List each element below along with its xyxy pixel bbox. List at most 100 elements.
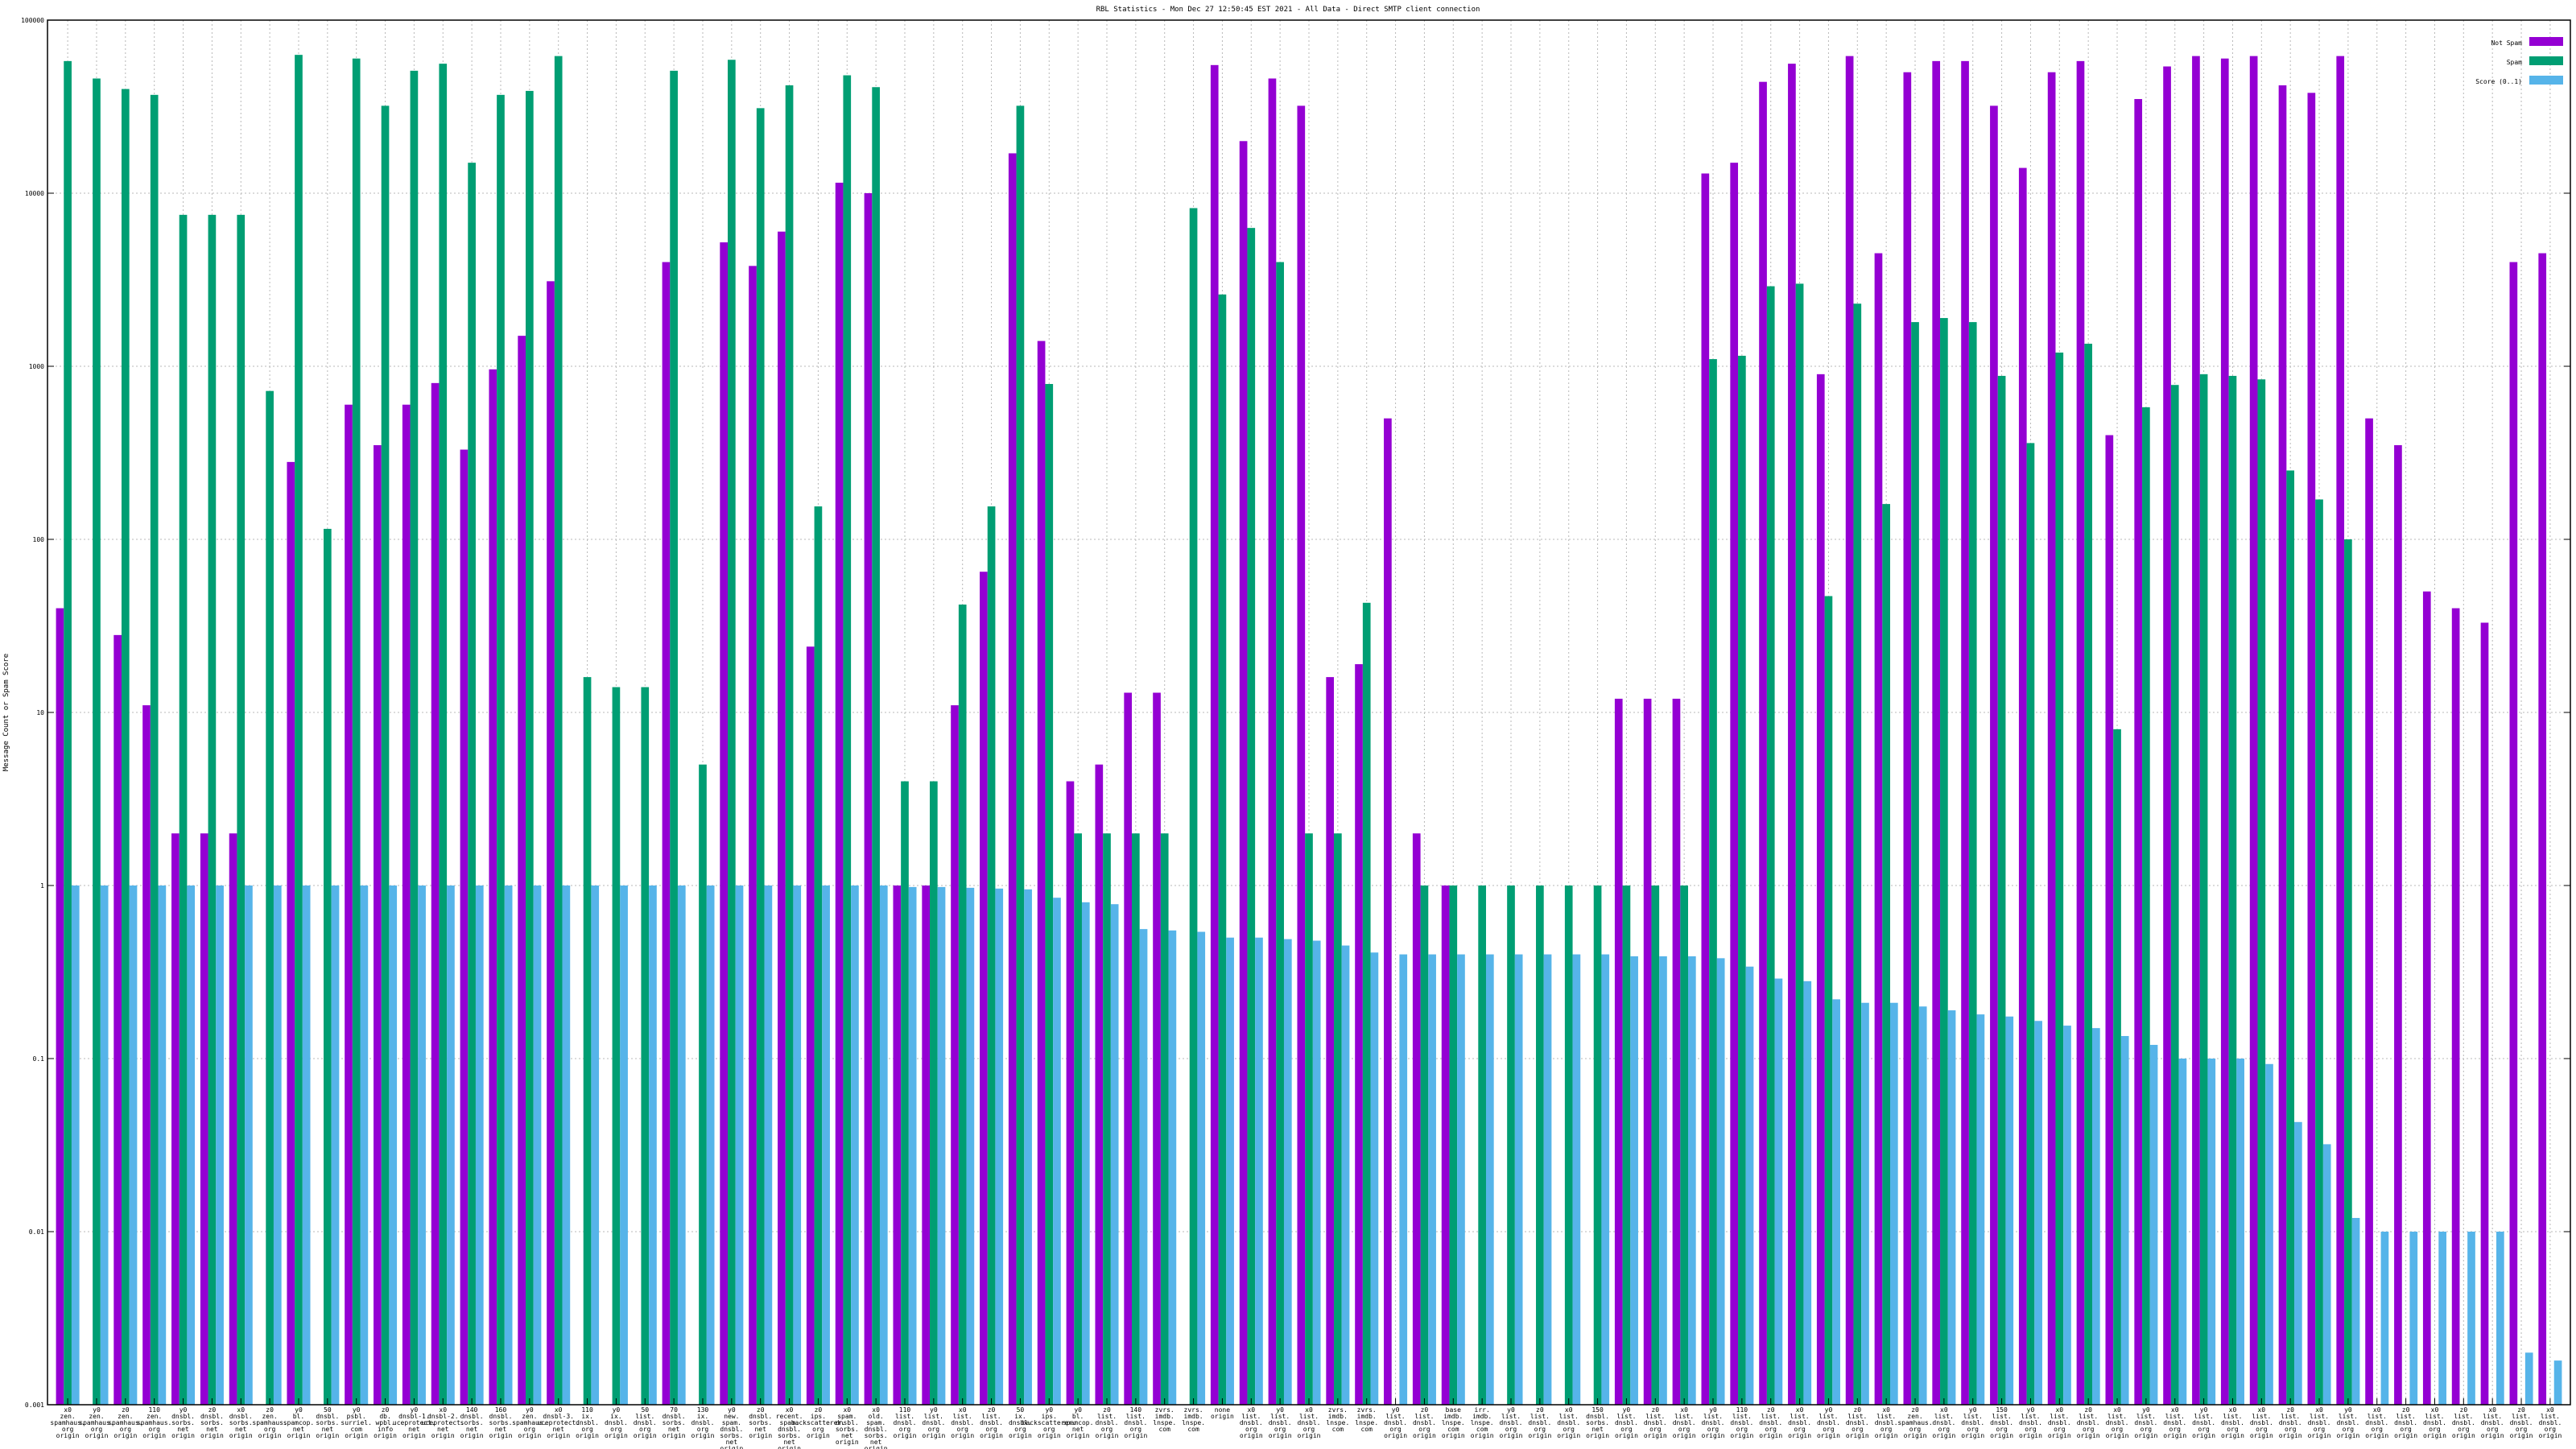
bar-spam [641, 687, 650, 1405]
bar-score-0-1 [2467, 1232, 2475, 1405]
x-tick-label: 140 dnsbl. sorbs. net origin [460, 1406, 484, 1439]
bar-spam [901, 781, 909, 1405]
x-tick-label: 110 list. dnsbl. org origin [1730, 1406, 1753, 1439]
bar-score-0-1 [2005, 1016, 2014, 1405]
bar-not-spam [374, 445, 382, 1405]
bar-score-0-1 [2351, 1217, 2360, 1405]
x-tick-label: x0 zen. spamhaus. org origin [50, 1406, 85, 1439]
bar-not-spam [1268, 78, 1277, 1405]
bar-score-0-1 [1543, 954, 1552, 1405]
bar-not-spam [2047, 72, 2056, 1406]
bar-spam [1305, 833, 1313, 1405]
x-tick-label: x0 list. dnsbl. org origin [2106, 1406, 2129, 1439]
bar-not-spam [2538, 253, 2547, 1405]
bar-score-0-1 [475, 886, 484, 1405]
bar-score-0-1 [562, 886, 571, 1405]
bar-score-0-1 [2178, 1059, 2187, 1405]
bar-score-0-1 [2034, 1021, 2042, 1405]
bar-score-0-1 [1341, 945, 1350, 1405]
bar-not-spam [1412, 833, 1421, 1405]
y-tick-label: 10000 [25, 190, 44, 197]
bar-not-spam [1326, 677, 1335, 1405]
bar-spam [93, 78, 101, 1405]
x-tick-label: 130 ix. dnsbl. org origin [691, 1406, 715, 1439]
bar-not-spam [2365, 418, 2373, 1405]
bar-spam [727, 60, 736, 1405]
x-tick-label: z0 list. dnsbl. org origin [2279, 1406, 2302, 1439]
bars [56, 55, 2562, 1406]
bar-not-spam [2307, 93, 2316, 1405]
bar-spam [1449, 886, 1458, 1405]
bar-score-0-1 [1226, 937, 1234, 1405]
bar-score-0-1 [389, 886, 398, 1405]
bar-spam [958, 605, 967, 1405]
bar-score-0-1 [273, 886, 282, 1405]
bar-score-0-1 [2149, 1044, 2158, 1405]
x-tick-label: z0 dnsbl. sorbs. net origin [749, 1406, 772, 1439]
bar-spam [1507, 886, 1515, 1405]
bar-not-spam [864, 193, 873, 1405]
bar-spam [872, 87, 880, 1406]
bar-spam [1074, 833, 1082, 1405]
x-tick-label: y0 list. dnsbl. org origin [1269, 1406, 1292, 1439]
bar-not-spam [662, 262, 671, 1405]
x-tick-label: zvrs. imdb. lnspe. com [1355, 1406, 1378, 1433]
bar-spam [1911, 322, 1919, 1405]
bar-spam [1016, 105, 1025, 1405]
bar-score-0-1 [937, 886, 946, 1405]
bar-not-spam [1095, 764, 1104, 1405]
x-tick-label: z0 zen. spamhaus. org origin [252, 1406, 287, 1439]
bar-spam [1795, 283, 1804, 1405]
bar-spam [1997, 375, 2006, 1405]
bar-not-spam [1932, 60, 1941, 1405]
bar-not-spam [1961, 60, 1969, 1405]
x-tick-label: y0 psbl. surriel. com origin [341, 1406, 372, 1439]
bar-not-spam [1008, 153, 1017, 1405]
y-tick-label: 10 [36, 709, 44, 716]
x-tick-label: z0 db. wpbl. info origin [374, 1406, 397, 1439]
bar-not-spam [2192, 56, 2200, 1406]
x-tick-label: 140 list. dnsbl. org origin [1124, 1406, 1147, 1439]
bar-not-spam [2076, 60, 2085, 1405]
x-tick-label: x0 list. dnsbl. org origin [1557, 1406, 1580, 1439]
bar-spam [2228, 375, 2237, 1405]
bar-score-0-1 [158, 886, 167, 1405]
x-tick-label: 110 list. dnsbl. org origin [894, 1406, 917, 1439]
bar-spam [930, 781, 938, 1405]
bar-not-spam [1297, 105, 1306, 1405]
bar-not-spam [2336, 56, 2345, 1406]
x-tick-label: x0 list. dnsbl. org origin [1673, 1406, 1696, 1439]
bar-score-0-1 [764, 886, 773, 1405]
bar-score-0-1 [1890, 1002, 1898, 1405]
x-tick-label: z0 list. dnsbl. org origin [1846, 1406, 1869, 1439]
bar-spam [525, 90, 534, 1405]
bar-spam [1882, 504, 1891, 1405]
bar-score-0-1 [1024, 889, 1032, 1405]
bar-not-spam [460, 449, 469, 1405]
bar-score-0-1 [591, 886, 600, 1405]
bar-score-0-1 [2207, 1059, 2216, 1405]
bar-score-0-1 [1947, 1010, 1956, 1405]
bar-spam [1045, 384, 1054, 1406]
bar-spam [2084, 343, 2093, 1405]
bar-score-0-1 [447, 886, 455, 1405]
bar-spam [1536, 886, 1544, 1405]
bar-score-0-1 [1861, 1002, 1869, 1405]
bar-spam [987, 506, 996, 1406]
bar-not-spam [893, 886, 902, 1405]
bar-not-spam [2480, 622, 2489, 1405]
bar-score-0-1 [2438, 1232, 2446, 1405]
x-tick-label: y0 list. dnsbl. org origin [2192, 1406, 2215, 1439]
bar-score-0-1 [1716, 958, 1725, 1405]
x-tick-label: base imdb. lnspe. com origin [1442, 1406, 1465, 1439]
bar-score-0-1 [1255, 937, 1263, 1405]
bar-spam [410, 70, 419, 1405]
bar-not-spam [431, 382, 440, 1405]
x-tick-label: x0 list. dnsbl. org origin [2365, 1406, 2388, 1439]
bar-spam [2344, 539, 2352, 1405]
bar-not-spam [489, 369, 497, 1406]
bar-not-spam [1672, 698, 1681, 1405]
bar-not-spam [806, 646, 815, 1405]
bar-spam [699, 764, 707, 1405]
bar-spam [814, 506, 823, 1406]
